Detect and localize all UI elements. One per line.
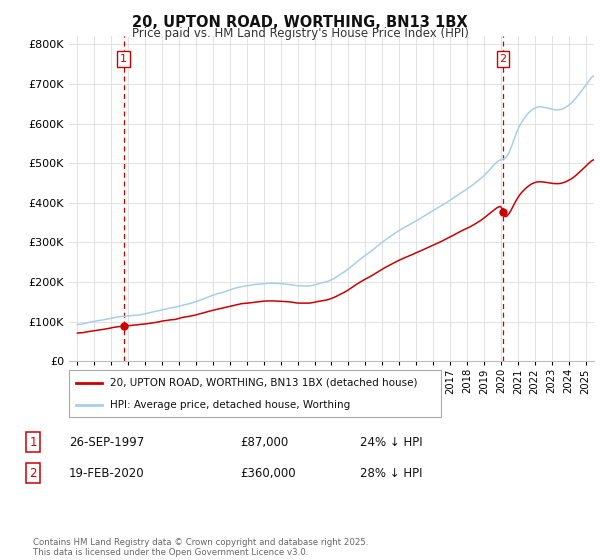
Text: 1: 1 (120, 54, 127, 64)
Text: 24% ↓ HPI: 24% ↓ HPI (360, 436, 422, 449)
Text: £360,000: £360,000 (240, 466, 296, 480)
Text: 28% ↓ HPI: 28% ↓ HPI (360, 466, 422, 480)
Text: £87,000: £87,000 (240, 436, 288, 449)
Text: 19-FEB-2020: 19-FEB-2020 (69, 466, 145, 480)
Text: 26-SEP-1997: 26-SEP-1997 (69, 436, 144, 449)
Text: 20, UPTON ROAD, WORTHING, BN13 1BX: 20, UPTON ROAD, WORTHING, BN13 1BX (132, 15, 468, 30)
Text: Contains HM Land Registry data © Crown copyright and database right 2025.
This d: Contains HM Land Registry data © Crown c… (33, 538, 368, 557)
Text: 20, UPTON ROAD, WORTHING, BN13 1BX (detached house): 20, UPTON ROAD, WORTHING, BN13 1BX (deta… (110, 378, 418, 388)
Text: 2: 2 (499, 54, 506, 64)
Text: HPI: Average price, detached house, Worthing: HPI: Average price, detached house, Wort… (110, 400, 350, 410)
Text: 2: 2 (29, 466, 37, 480)
Text: 1: 1 (29, 436, 37, 449)
Text: Price paid vs. HM Land Registry's House Price Index (HPI): Price paid vs. HM Land Registry's House … (131, 27, 469, 40)
